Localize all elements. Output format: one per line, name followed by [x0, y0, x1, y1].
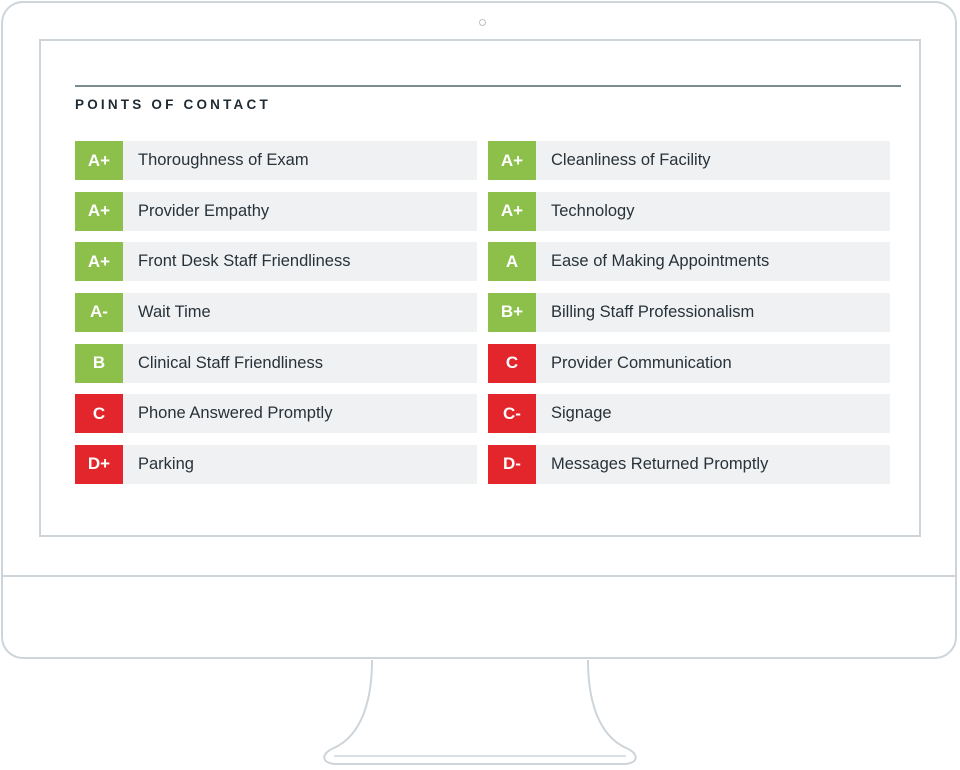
- grade-label: Thoroughness of Exam: [138, 151, 309, 169]
- grade-row: D- Messages Returned Promptly: [488, 444, 890, 484]
- right-grade-list: A+ Cleanliness of Facility A+ Technology…: [488, 141, 890, 496]
- grade-row: A+ Cleanliness of Facility: [488, 141, 890, 180]
- grade-label: Wait Time: [138, 302, 211, 321]
- grade-badge: A+: [488, 191, 536, 231]
- section-divider: [75, 85, 901, 87]
- grade-row: A+ Technology: [488, 191, 890, 231]
- grade-badge: A+: [75, 141, 123, 180]
- left-grade-list: A+ Thoroughness of Exam A+ Provider Empa…: [75, 141, 477, 496]
- grade-badge: C-: [488, 394, 536, 434]
- grade-label: Front Desk Staff Friendliness: [138, 252, 351, 271]
- grade-badge: D-: [488, 444, 536, 484]
- section-title: POINTS OF CONTACT: [75, 97, 271, 112]
- grade-row: A+ Provider Empathy: [75, 191, 477, 231]
- grade-badge: A+: [488, 141, 536, 180]
- grade-row: C Provider Communication: [488, 343, 890, 383]
- grade-badge: C: [488, 343, 536, 383]
- grade-row: C Phone Answered Promptly: [75, 394, 477, 434]
- grade-label: Parking: [138, 454, 194, 473]
- grade-label: Cleanliness of Facility: [551, 151, 711, 169]
- grade-label: Messages Returned Promptly: [551, 454, 769, 473]
- grade-row: B Clinical Staff Friendliness: [75, 343, 477, 383]
- grade-badge: B: [75, 343, 123, 383]
- grade-badge: A+: [75, 242, 123, 282]
- grade-row: A+ Front Desk Staff Friendliness: [75, 242, 477, 282]
- monitor-stand: [323, 660, 637, 765]
- grade-row: A- Wait Time: [75, 292, 477, 332]
- grade-badge: A: [488, 242, 536, 282]
- grade-label: Provider Communication: [551, 353, 732, 372]
- grade-label: Clinical Staff Friendliness: [138, 353, 323, 372]
- grade-row: A Ease of Making Appointments: [488, 242, 890, 282]
- grade-row: D+ Parking: [75, 444, 477, 484]
- grade-badge: D+: [75, 444, 123, 484]
- grade-label: Ease of Making Appointments: [551, 252, 770, 271]
- grade-label: Billing Staff Professionalism: [551, 302, 755, 321]
- grade-label: Provider Empathy: [138, 201, 270, 220]
- camera-icon: [479, 19, 486, 26]
- grade-badge: A+: [75, 191, 123, 231]
- grade-label: Phone Answered Promptly: [138, 404, 333, 423]
- grade-badge: B+: [488, 292, 536, 332]
- grade-row: A+ Thoroughness of Exam: [75, 141, 477, 180]
- grade-badge: A-: [75, 292, 123, 332]
- grade-row: B+ Billing Staff Professionalism: [488, 292, 890, 332]
- grade-row: C- Signage: [488, 394, 890, 434]
- monitor-chin-divider: [2, 575, 957, 577]
- screen: POINTS OF CONTACT A+ Thoroughness of Exa…: [39, 39, 921, 537]
- grade-label: Signage: [551, 404, 612, 423]
- grade-badge: C: [75, 394, 123, 434]
- grade-label: Technology: [551, 201, 635, 220]
